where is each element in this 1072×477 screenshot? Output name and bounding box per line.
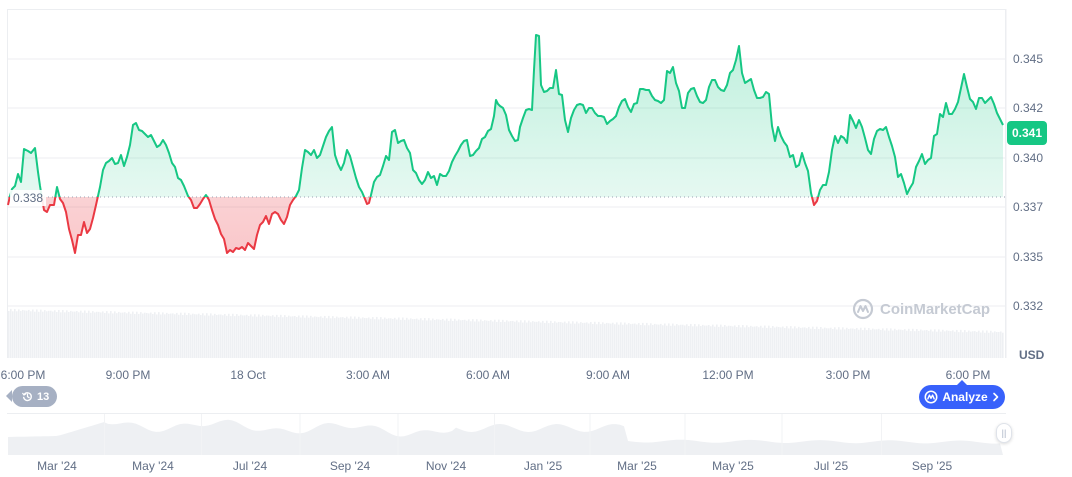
x-tick-label: 6:00 AM bbox=[465, 368, 511, 382]
x-tick-label: 18 Oct bbox=[230, 368, 266, 382]
volume-bars bbox=[8, 308, 1004, 358]
gridlines bbox=[8, 9, 1007, 358]
navigator-tick-label: May '25 bbox=[712, 459, 754, 473]
navigator-tick-label: Mar '24 bbox=[37, 459, 77, 473]
navigator-frame bbox=[7, 413, 1006, 455]
navigator-tick-label: May '24 bbox=[132, 459, 174, 473]
y-tick-label: 0.332 bbox=[1013, 299, 1044, 313]
history-count: 13 bbox=[37, 390, 50, 403]
navigator-area[interactable] bbox=[0, 414, 1003, 455]
watermark-text: CoinMarketCap bbox=[880, 300, 991, 318]
history-icon bbox=[22, 392, 32, 402]
y-tick-label: 0.345 bbox=[1013, 52, 1044, 66]
chevron-right-icon bbox=[992, 392, 998, 402]
cmc-logo-icon bbox=[924, 390, 938, 404]
baseline-price-label: 0.338 bbox=[10, 190, 47, 206]
navigator-tick-label: Jan '25 bbox=[523, 459, 563, 473]
x-tick-label: 6:00 PM bbox=[945, 368, 991, 382]
navigator-handle[interactable]: || bbox=[996, 423, 1012, 443]
cmc-logo-icon bbox=[852, 298, 874, 320]
x-tick-label: 6:00 PM bbox=[0, 368, 46, 382]
price-line bbox=[7, 34, 1004, 254]
currency-label: USD bbox=[1019, 348, 1045, 362]
watermark: CoinMarketCap bbox=[852, 298, 990, 320]
y-tick-label: 0.342 bbox=[1013, 101, 1044, 115]
analyze-label: Analyze bbox=[942, 390, 988, 404]
x-tick-label: 12:00 PM bbox=[702, 368, 754, 382]
x-tick-label: 9:00 AM bbox=[585, 368, 631, 382]
x-tick-label: 9:00 PM bbox=[105, 368, 151, 382]
y-tick-label: 0.335 bbox=[1013, 250, 1044, 264]
current-price-badge: 0.341 bbox=[1007, 121, 1047, 145]
y-tick-label: 0.340 bbox=[1013, 151, 1044, 165]
drag-handle-icon: || bbox=[1001, 428, 1007, 438]
x-tick-label: 3:00 PM bbox=[825, 368, 871, 382]
analyze-button[interactable]: Analyze bbox=[919, 380, 1005, 409]
navigator-tick-label: Sep '24 bbox=[329, 459, 371, 473]
x-tick-label: 3:00 AM bbox=[345, 368, 391, 382]
navigator-tick-label: Jul '24 bbox=[232, 459, 268, 473]
navigator-tick-label: Nov '24 bbox=[425, 459, 467, 473]
navigator-tick-label: Jul '25 bbox=[813, 459, 849, 473]
history-badge[interactable]: 13 bbox=[5, 386, 58, 407]
y-tick-label: 0.337 bbox=[1013, 200, 1044, 214]
navigator-tick-label: Sep '25 bbox=[911, 459, 953, 473]
price-area bbox=[8, 35, 1003, 253]
navigator-tick-label: Mar '25 bbox=[617, 459, 657, 473]
